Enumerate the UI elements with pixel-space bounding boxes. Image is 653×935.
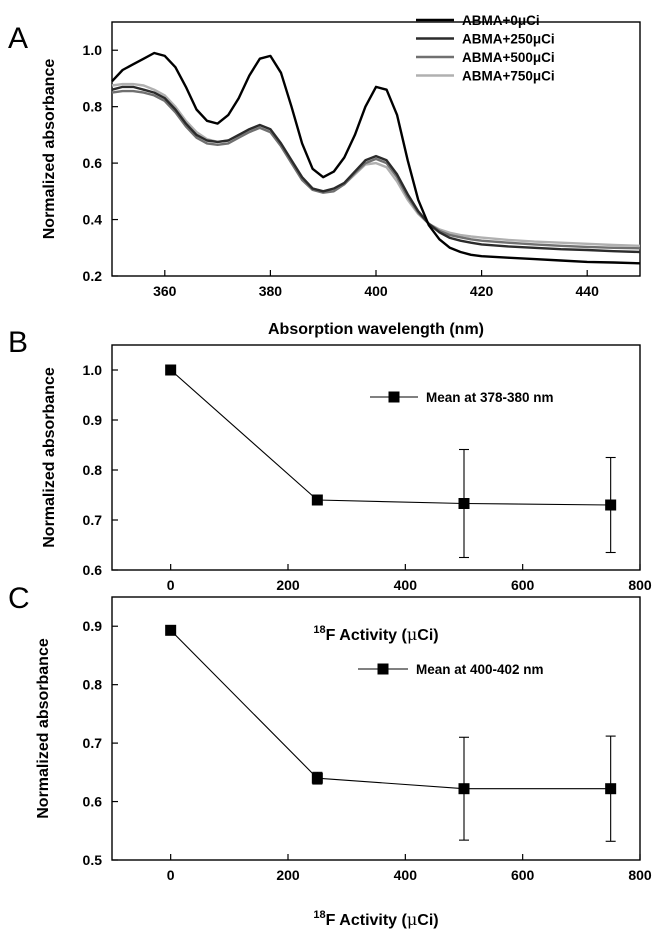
panel-b-y-tick-label: 1.0 <box>83 362 103 378</box>
panel-c-legend-label: Mean at 400-402 nm <box>416 662 544 677</box>
panel-c-x-tick-label: 600 <box>511 867 535 883</box>
panel-b-data-point <box>311 494 323 506</box>
panel-b-x-tick-label: 400 <box>394 577 418 593</box>
panel-a-y-tick-label: 0.4 <box>83 212 103 228</box>
panel-b-y-tick-label: 0.8 <box>83 462 103 478</box>
panel-a-x-tick-label: 420 <box>470 283 494 299</box>
panel-c-x-tick-label: 200 <box>276 867 300 883</box>
panel-b-legend-swatch-marker <box>388 391 400 403</box>
panel-c-y-tick-label: 0.7 <box>83 735 103 751</box>
panel-b-x-axis-label: 18F Activity (μCi) <box>313 624 438 644</box>
spectrum-line-3 <box>111 82 641 247</box>
panel-a-x-axis-label: Absorption wavelength (nm) <box>268 321 484 338</box>
panel-b-plot-frame <box>111 344 641 571</box>
panel-a-x-tick-label: 380 <box>259 283 283 299</box>
panel-b-x-axis-label-mu: μ <box>407 625 417 644</box>
panel-c-x-axis-label: 18F Activity (μCi) <box>313 909 438 929</box>
panel-b-y-tick-label: 0.7 <box>83 512 103 528</box>
panel-b-y-tick-label: 0.9 <box>83 412 103 428</box>
panel-c-data-point <box>605 783 617 795</box>
legend-label-2: ABMA+500μCi <box>462 50 555 65</box>
panel-c-x-axis-label-superscript: 18 <box>313 909 325 921</box>
panel-b-x-axis-label-main: F Activity ( <box>326 627 408 644</box>
panel-label-b: B <box>8 326 28 359</box>
panel-a-x-tick-label: 360 <box>153 283 177 299</box>
panel-b-x-axis-label-superscript: 18 <box>313 624 325 636</box>
panel-c-x-tick-label: 0 <box>167 867 175 883</box>
legend-label-0: ABMA+0μCi <box>462 13 540 28</box>
panel-a-x-tick-label: 440 <box>576 283 600 299</box>
spectrum-line-1 <box>111 85 641 254</box>
panel-c-x-tick-label: 800 <box>628 867 652 883</box>
panel-c-y-tick-label: 0.9 <box>83 618 103 634</box>
spectrum-line-0 <box>111 51 641 265</box>
panel-b-x-tick-label: 800 <box>628 577 652 593</box>
panel-c-y-tick-label: 0.8 <box>83 677 103 693</box>
panel-c-y-tick-label: 0.5 <box>83 852 103 868</box>
panel-a-y-tick-label: 0.8 <box>83 99 103 115</box>
panel-c-y-axis-label: Normalized absorbance <box>35 638 52 819</box>
panel-a-plot-frame <box>111 21 641 277</box>
panel-label-c: C <box>8 582 30 615</box>
panel-a-x-tick-label: 400 <box>364 283 388 299</box>
panel-c-data-point <box>458 783 470 795</box>
panel-b-data-point <box>605 499 617 511</box>
panel-b-data-point <box>458 498 470 509</box>
panel-c-plot-frame <box>111 596 641 861</box>
chart-panel-a: 360 380 400 420 440 0.2 0.4 0.6 0.8 1.0 Normalized… <box>41 13 641 338</box>
panel-b-x-tick-label: 200 <box>276 577 300 593</box>
panel-a-y-tick-label: 1.0 <box>83 42 103 58</box>
legend-label-1: ABMA+250μCi <box>462 32 555 47</box>
legend-label-3: ABMA+750μCi <box>462 69 555 84</box>
panel-b-y-axis-label: Normalized absorbance <box>41 367 58 548</box>
panel-b-data-point <box>165 364 177 376</box>
panel-b-x-tick-label: 0 <box>167 577 175 593</box>
panel-c-data-point <box>165 624 177 636</box>
panel-c-legend-swatch-marker <box>377 663 389 675</box>
panel-b-series-line <box>170 369 611 506</box>
chart-panel-b: 0 200 400 600 800 0.6 0.7 0.8 0.9 1.0 Normalized a… <box>41 344 652 644</box>
panel-c-x-axis-label-main: F Activity ( <box>326 912 408 929</box>
spectrum-line-2 <box>111 89 641 250</box>
panel-c-data-point <box>311 772 323 784</box>
panel-b-x-axis-label-unit: Ci) <box>417 627 438 644</box>
panel-a-y-axis-label: Normalized absorbance <box>41 59 58 240</box>
panel-a-y-tick-label: 0.2 <box>83 268 103 284</box>
panel-b-y-tick-label: 0.6 <box>83 562 103 578</box>
panel-b-x-tick-label: 600 <box>511 577 535 593</box>
panel-c-x-tick-label: 400 <box>394 867 418 883</box>
panel-c-x-axis-label-unit: Ci) <box>417 912 438 929</box>
panel-label-a: A <box>8 22 28 55</box>
panel-c-x-axis-label-mu: μ <box>407 910 417 929</box>
panel-c-y-tick-label: 0.6 <box>83 794 103 810</box>
panel-a-y-tick-label: 0.6 <box>83 155 103 171</box>
panel-b-legend-label: Mean at 378-380 nm <box>426 390 554 405</box>
panel-c-series-line <box>170 629 611 790</box>
chart-panel-c: 0 200 400 600 800 0.5 0.6 0.7 0.8 0.9 Normalized a… <box>35 596 652 929</box>
